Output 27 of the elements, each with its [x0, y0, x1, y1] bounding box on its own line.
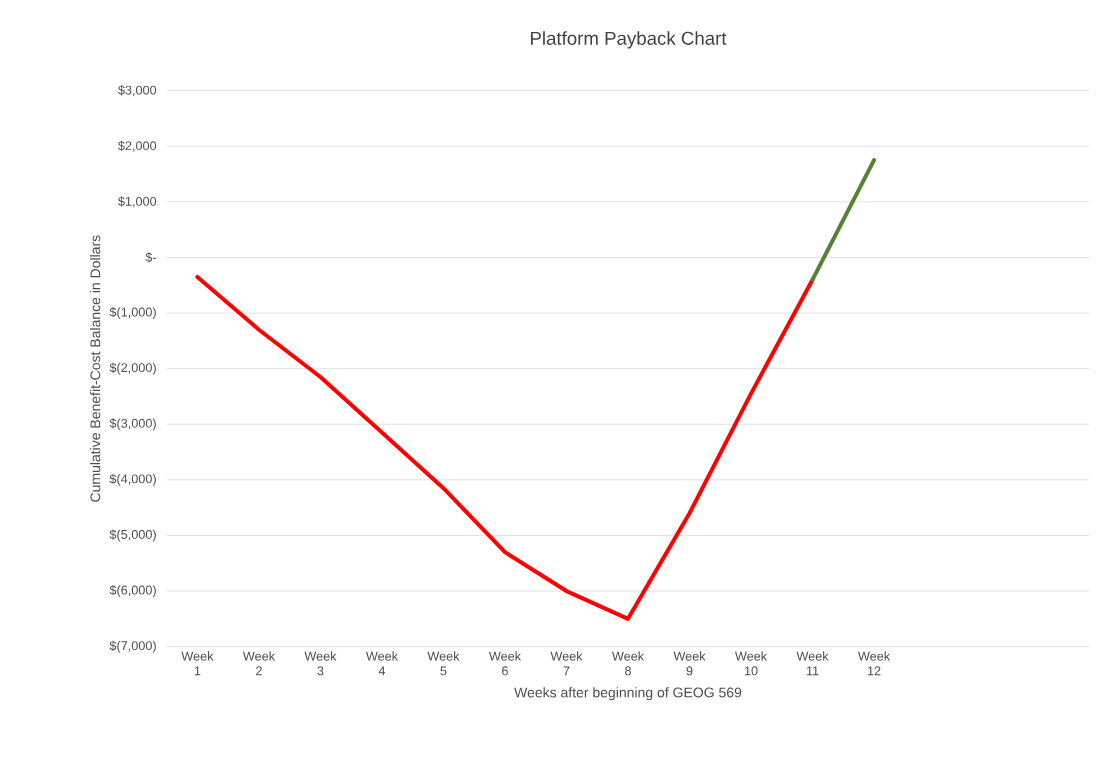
y-axis-title: Cumulative Benefit-Cost Balance in Dollars	[90, 235, 101, 502]
x-tick-label: Week 7	[550, 651, 583, 676]
x-axis-title: Weeks after beginning of GEOG 569	[514, 687, 742, 701]
chart-title: Platform Payback Chart	[530, 31, 727, 49]
y-tick-label: $(1,000)	[109, 307, 156, 320]
y-tick-label: $(6,000)	[109, 585, 156, 598]
x-tick-label: Week 11	[796, 651, 829, 676]
y-tick-label: $(2,000)	[109, 362, 156, 375]
x-tick-label: Week 1	[181, 651, 214, 676]
x-tick-label: Week 4	[365, 651, 399, 676]
x-tick-label: Week 6	[488, 651, 522, 676]
x-tick-label: Week 5	[427, 651, 460, 676]
y-tick-label: $2,000	[118, 140, 157, 152]
x-tick-label: Week 10	[735, 651, 768, 676]
x-tick-label: Week 2	[242, 651, 276, 676]
y-tick-label: $3,000	[118, 85, 157, 97]
x-tick-label: Week 9	[673, 651, 706, 676]
line-series	[195, 275, 815, 622]
y-tick-label: $(3,000)	[109, 418, 156, 431]
y-tick-label: $(4,000)	[109, 474, 156, 487]
x-tick-label: Week 3	[304, 651, 337, 676]
y-tick-label: $(5,000)	[109, 529, 156, 542]
y-tick-label: $-	[145, 252, 157, 263]
x-tick-label: Week 12	[858, 651, 891, 676]
y-tick-label: $(7,000)	[109, 640, 156, 653]
y-tick-label: $1,000	[118, 196, 157, 208]
x-tick-label: Week 8	[611, 651, 645, 676]
